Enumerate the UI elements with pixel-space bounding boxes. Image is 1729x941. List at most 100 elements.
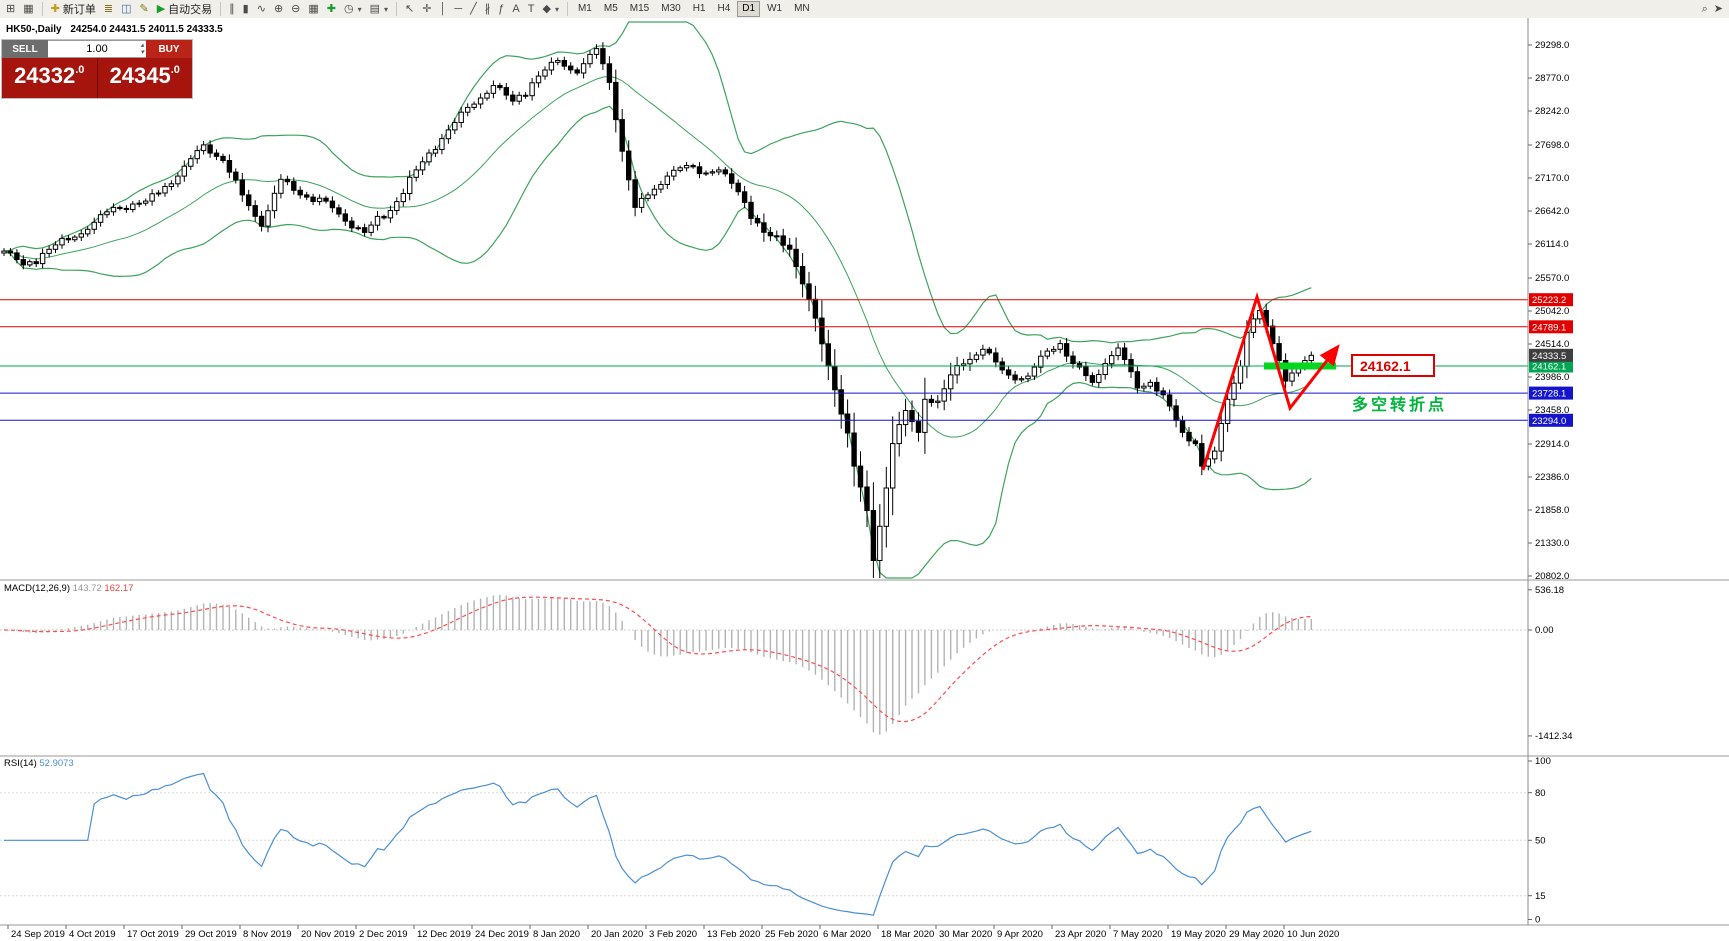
autotrading-button[interactable]: ▶ 自动交易 bbox=[154, 1, 215, 17]
zoom-in-icon[interactable]: ⊕ bbox=[271, 1, 286, 17]
buy-button[interactable]: BUY bbox=[146, 40, 192, 58]
shapes-icon[interactable]: ◆ ▾ bbox=[539, 1, 561, 17]
metaeditor-icon: ✎ bbox=[139, 3, 149, 15]
new-order-button-label: 新订单 bbox=[62, 4, 96, 16]
timeframe-h4-button[interactable]: H4 bbox=[717, 3, 731, 14]
spinner-up-icon[interactable]: ▴ bbox=[140, 42, 144, 49]
svg-text:24514.0: 24514.0 bbox=[1535, 339, 1569, 350]
profiles-icon: ▦ bbox=[23, 3, 34, 15]
macd-title: MACD(12,26,9) bbox=[4, 583, 70, 594]
data-window-icon[interactable]: ◫ bbox=[118, 1, 134, 17]
svg-text:24162.1: 24162.1 bbox=[1532, 362, 1566, 373]
market-watch-icon[interactable]: ≣ bbox=[101, 1, 116, 17]
svg-text:7 May 2020: 7 May 2020 bbox=[1113, 929, 1163, 940]
crosshair-icon[interactable]: ✛ bbox=[419, 1, 434, 17]
svg-text:-1412.34: -1412.34 bbox=[1535, 731, 1573, 742]
spinner-down-icon[interactable]: ▾ bbox=[140, 49, 144, 56]
timeframe-d1-button[interactable]: D1 bbox=[737, 1, 761, 17]
timeframe-m30-button[interactable]: M30 bbox=[661, 3, 681, 14]
svg-text:20 Nov 2019: 20 Nov 2019 bbox=[301, 929, 355, 940]
volume-input[interactable]: 1.00 ▴ ▾ bbox=[48, 40, 146, 58]
line-chart-icon[interactable]: ∿ bbox=[254, 1, 269, 17]
toolbar-separator bbox=[220, 2, 222, 16]
market-watch-icon: ≣ bbox=[103, 3, 114, 15]
svg-text:25 Feb 2020: 25 Feb 2020 bbox=[765, 929, 818, 940]
svg-text:20802.0: 20802.0 bbox=[1535, 571, 1569, 582]
sell-button[interactable]: SELL bbox=[2, 40, 48, 58]
horizontal-line-icon: ─ bbox=[454, 3, 463, 15]
indicators-icon[interactable]: ✚ bbox=[324, 1, 339, 17]
timeframe-h1-button[interactable]: H1 bbox=[692, 3, 706, 14]
pointer-mode-icon: ➤ bbox=[1713, 3, 1723, 15]
rsi-line bbox=[4, 772, 1312, 916]
timeframe-m5-button[interactable]: M5 bbox=[603, 3, 618, 14]
templates-icon[interactable]: ▤ ▾ bbox=[367, 1, 391, 17]
vertical-line-icon[interactable]: │ bbox=[436, 1, 449, 17]
new-chart-icon: ⊞ bbox=[6, 3, 16, 15]
line-chart-icon: ∿ bbox=[256, 3, 266, 15]
periods-icon[interactable]: ◷ ▾ bbox=[341, 1, 365, 17]
candlestick-chart-icon[interactable]: ▮ bbox=[240, 1, 252, 17]
timeframe-m15-button[interactable]: M15 bbox=[629, 3, 650, 14]
svg-text:0.00: 0.00 bbox=[1535, 625, 1554, 636]
zoom-out-icon: ⊖ bbox=[291, 3, 301, 15]
templates-icon: ▤ bbox=[369, 3, 381, 15]
metaeditor-icon[interactable]: ✎ bbox=[136, 1, 151, 17]
svg-text:12 Dec 2019: 12 Dec 2019 bbox=[417, 929, 471, 940]
svg-text:27170.0: 27170.0 bbox=[1535, 173, 1569, 184]
profiles-icon[interactable]: ▦ bbox=[20, 1, 36, 17]
svg-text:29 May 2020: 29 May 2020 bbox=[1229, 929, 1284, 940]
zoom-out-icon[interactable]: ⊖ bbox=[288, 1, 303, 17]
timeframe-mn-button[interactable]: MN bbox=[794, 3, 810, 14]
pointer-mode-icon[interactable]: ➤ bbox=[1711, 1, 1726, 17]
new-order-button[interactable]: ✚ 新订单 bbox=[48, 1, 99, 17]
macd-value-1: 143.72 bbox=[72, 583, 102, 594]
new-chart-icon[interactable]: ⊞ bbox=[3, 1, 18, 17]
periods-icon: ◷ bbox=[344, 3, 354, 15]
svg-text:24 Sep 2019: 24 Sep 2019 bbox=[11, 929, 65, 940]
svg-text:24 Dec 2019: 24 Dec 2019 bbox=[475, 929, 529, 940]
timeframe-w1-button[interactable]: W1 bbox=[767, 3, 783, 14]
price-tag: 24333.5 bbox=[1529, 348, 1573, 362]
svg-text:29 Oct 2019: 29 Oct 2019 bbox=[185, 929, 237, 940]
search-icon[interactable]: ⌕ bbox=[1699, 1, 1711, 17]
buy-price-box[interactable]: 24345.0 bbox=[97, 58, 192, 98]
svg-text:25570.0: 25570.0 bbox=[1535, 273, 1569, 284]
toolbar-separator bbox=[396, 2, 398, 16]
cursor-icon[interactable]: ↖ bbox=[402, 1, 417, 17]
channel-icon[interactable]: ∦ bbox=[482, 1, 494, 17]
rsi-label: RSI(14) 52.9073 bbox=[4, 758, 74, 769]
svg-text:10 Jun 2020: 10 Jun 2020 bbox=[1287, 929, 1339, 940]
volume-spinner[interactable]: ▴ ▾ bbox=[140, 42, 144, 56]
autotrading-icon: ▶ bbox=[156, 3, 166, 15]
svg-text:24333.5: 24333.5 bbox=[1532, 351, 1566, 362]
svg-text:13 Feb 2020: 13 Feb 2020 bbox=[707, 929, 760, 940]
svg-text:20 Jan 2020: 20 Jan 2020 bbox=[591, 929, 643, 940]
svg-text:24789.1: 24789.1 bbox=[1532, 322, 1566, 333]
horizontal-line-icon[interactable]: ─ bbox=[451, 1, 465, 17]
svg-text:23 Apr 2020: 23 Apr 2020 bbox=[1055, 929, 1106, 940]
date-axis: 24 Sep 2019 4 Oct 2019 17 Oct 2019 29 Oct 2… bbox=[7, 925, 1339, 940]
tile-windows-icon[interactable]: ▦ bbox=[305, 1, 321, 17]
buy-price: 24345 bbox=[109, 63, 171, 88]
macd-label: MACD(12,26,9) 143.72 162.17 bbox=[4, 583, 133, 594]
text-icon[interactable]: A bbox=[509, 1, 522, 17]
sell-price-box[interactable]: 24332.0 bbox=[2, 58, 97, 98]
fibonacci-icon[interactable]: ƒ bbox=[495, 1, 507, 17]
label-icon[interactable]: T bbox=[525, 1, 538, 17]
chart-canvas[interactable]: 24162.1 多空转折点 29298.0 28770.0 28242.0 27698.0… bbox=[0, 18, 1729, 941]
svg-text:80: 80 bbox=[1535, 788, 1546, 799]
svg-text:23294.0: 23294.0 bbox=[1532, 416, 1566, 427]
timeframe-m1-button[interactable]: M1 bbox=[577, 3, 592, 14]
svg-text:50: 50 bbox=[1535, 836, 1546, 847]
bar-chart-icon[interactable]: ∥ bbox=[226, 1, 238, 17]
tile-windows-icon: ▦ bbox=[308, 3, 319, 15]
svg-text:19 May 2020: 19 May 2020 bbox=[1171, 929, 1226, 940]
svg-text:26642.0: 26642.0 bbox=[1535, 206, 1569, 217]
rsi-value: 52.9073 bbox=[39, 758, 74, 769]
svg-text:29298.0: 29298.0 bbox=[1535, 40, 1569, 51]
svg-text:15: 15 bbox=[1535, 891, 1546, 902]
rsi-title: RSI(14) bbox=[4, 758, 37, 769]
trendline-icon[interactable]: ╱ bbox=[467, 1, 480, 17]
